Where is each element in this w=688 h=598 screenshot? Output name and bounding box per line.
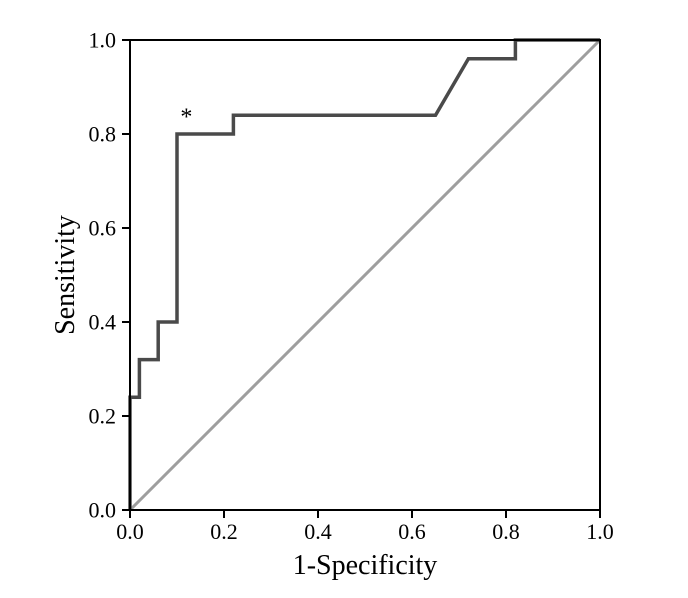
roc-chart: 0.0 0.2 0.4 0.6 0.8 1.0 0.0 0.2 0.4 0.6 0.8 1.0 1-Sp… <box>0 0 688 598</box>
x-axis-title: 1-Specificity <box>293 550 438 581</box>
y-axis-title: Sensitivity <box>50 215 81 335</box>
x-tick-label: 1.0 <box>586 519 614 544</box>
x-tick-label: 0.4 <box>304 519 332 544</box>
y-tick-label: 0.6 <box>89 216 117 241</box>
diagonal-reference-line <box>130 40 600 510</box>
y-tick-label: 0.2 <box>89 404 117 429</box>
optimal-threshold-marker: * <box>180 105 192 131</box>
y-tick-label: 0.4 <box>89 310 117 335</box>
y-tick-label: 0.8 <box>89 122 117 147</box>
x-tick-label: 0.0 <box>116 519 144 544</box>
x-tick-label: 0.8 <box>492 519 520 544</box>
x-tick-label: 0.6 <box>398 519 426 544</box>
y-tick-label: 0.0 <box>89 498 117 523</box>
y-tick-label: 1.0 <box>89 28 117 53</box>
x-tick-label: 0.2 <box>210 519 238 544</box>
roc-chart-svg: 0.0 0.2 0.4 0.6 0.8 1.0 0.0 0.2 0.4 0.6 0.8 1.0 1-Sp… <box>0 0 688 598</box>
